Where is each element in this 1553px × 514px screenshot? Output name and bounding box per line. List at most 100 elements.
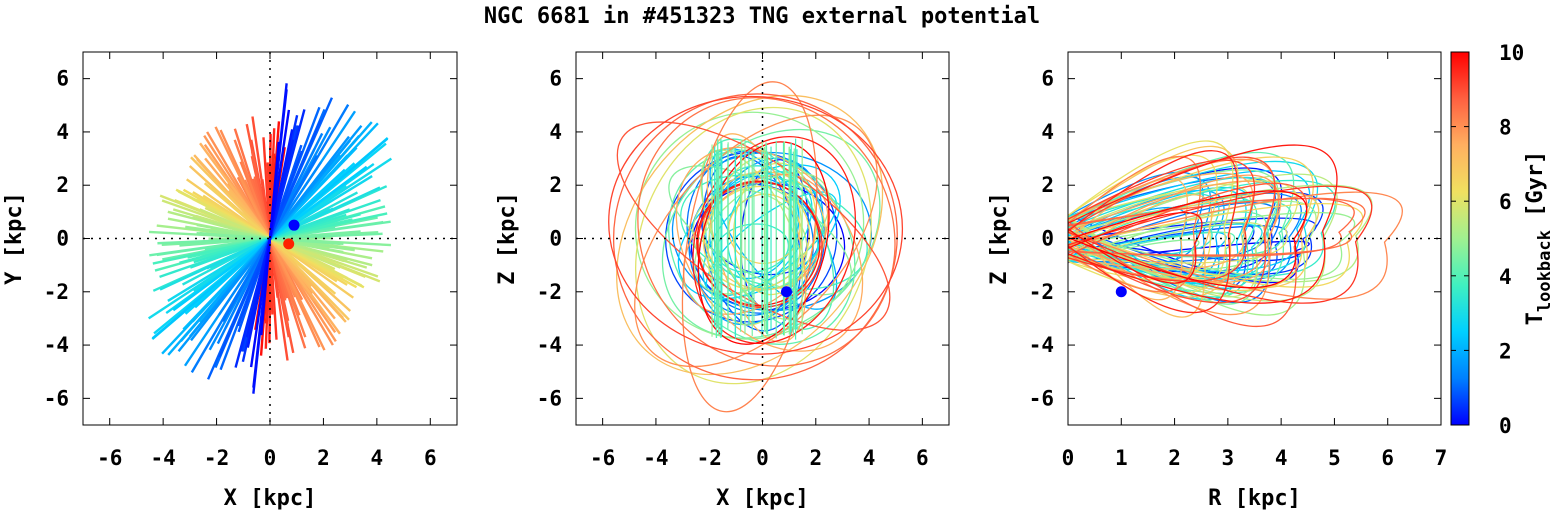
- colorbar-tick-label: 2: [1499, 339, 1512, 363]
- orbit-loop: [692, 135, 857, 345]
- colorbar-label-unit: [Gyr]: [1523, 151, 1548, 230]
- figure-title: NGC 6681 in #451323 TNG external potenti…: [484, 4, 1040, 29]
- orbit-tracks: [1068, 140, 1403, 328]
- x-axis-label: R [kpc]: [1208, 486, 1301, 511]
- orbit-loop: [1068, 200, 1317, 316]
- orbit-loop: [1068, 194, 1213, 318]
- x-tick-label: 4: [1275, 446, 1288, 470]
- x-tick-label: 7: [1435, 446, 1448, 470]
- orbit-loop: [668, 165, 852, 296]
- plot-area: [1068, 52, 1441, 425]
- x-tick-label: 0: [264, 446, 277, 470]
- start-position-marker: [283, 238, 295, 250]
- x-tick-label: -6: [97, 446, 122, 470]
- x-axis-label: X [kpc]: [224, 486, 317, 511]
- y-tick-label: -4: [537, 333, 562, 357]
- orbit-loop: [635, 106, 872, 385]
- x-tick-label: 6: [916, 446, 929, 470]
- colorbar: 0 2 4 6 8 10 Tlookback [Gyr]: [1450, 41, 1553, 438]
- orbit-loop: [637, 97, 896, 367]
- orbit-loop: [1068, 144, 1338, 304]
- y-tick-label: 6: [1041, 67, 1054, 91]
- x-tick-label: -6: [590, 446, 615, 470]
- orbit-loop: [612, 93, 898, 381]
- y-tick-label: -6: [537, 386, 562, 410]
- orbit-loop: [680, 174, 868, 291]
- y-tick-label: 2: [1041, 173, 1054, 197]
- y-tick-label: 2: [549, 173, 562, 197]
- orbit-loop: [1068, 190, 1308, 289]
- x-tick-label: 6: [1381, 446, 1394, 470]
- colorbar-label-main: T: [1523, 312, 1548, 325]
- y-tick-label: -2: [44, 280, 69, 304]
- colorbar-tick-label: 6: [1499, 190, 1512, 214]
- panel-x-z: -6 -4 -2 0 2 4 6 -6 -4 -2 0 2 4 6 X [kpc] Z [kpc]: [495, 51, 950, 511]
- colorbar-tick-label: 0: [1499, 414, 1512, 438]
- y-tick-label: 6: [56, 67, 69, 91]
- x-tick-label: 5: [1328, 446, 1341, 470]
- colorbar-gradient: [1450, 51, 1470, 426]
- orbit-loop: [1068, 182, 1308, 328]
- orbit-loop: [1068, 159, 1256, 282]
- x-tick-label: 0: [756, 446, 769, 470]
- orbit-loop: [728, 193, 801, 264]
- colorbar-label-sub: lookback: [1535, 230, 1553, 312]
- x-tick-label: -2: [697, 446, 722, 470]
- orbit-tracks: [147, 83, 393, 394]
- orbit-loop: [608, 95, 904, 355]
- y-tick-label: 0: [549, 227, 562, 251]
- y-tick-label: 4: [549, 120, 562, 144]
- x-tick-label: 4: [863, 446, 876, 470]
- orbit-loop: [1068, 173, 1338, 302]
- y-tick-label: 0: [1041, 227, 1054, 251]
- orbit-loop: [1068, 150, 1238, 314]
- orbit-loop: [1068, 156, 1314, 292]
- y-axis-label: Z [kpc]: [987, 192, 1012, 285]
- current-position-marker: [288, 219, 300, 231]
- orbit-loop: [1068, 185, 1373, 304]
- current-position-marker: [1115, 286, 1127, 298]
- x-tick-label: 2: [809, 446, 822, 470]
- orbit-loop: [616, 94, 884, 376]
- y-tick-label: 2: [56, 173, 69, 197]
- y-tick-label: -2: [1029, 280, 1054, 304]
- orbit-loop: [1068, 211, 1203, 284]
- colorbar-tick-label: 10: [1499, 41, 1524, 65]
- orbit-loop: [681, 81, 818, 413]
- y-tick-label: 0: [56, 227, 69, 251]
- x-tick-label: 2: [1168, 446, 1181, 470]
- orbit-loop: [1068, 197, 1355, 257]
- orbit-segment: [260, 141, 280, 336]
- y-axis-label: Z [kpc]: [495, 192, 520, 285]
- x-tick-label: 3: [1222, 446, 1235, 470]
- orbit-loop: [1068, 172, 1254, 270]
- orbit-loop: [1068, 216, 1200, 281]
- current-position-marker: [780, 286, 792, 298]
- x-tick-label: 0: [1062, 446, 1075, 470]
- x-tick-label: -4: [643, 446, 668, 470]
- x-axis-label: X [kpc]: [716, 486, 809, 511]
- orbit-loop: [675, 146, 864, 352]
- y-tick-label: 4: [56, 120, 69, 144]
- colorbar-tick-label: 8: [1499, 116, 1512, 140]
- x-tick-label: 2: [317, 446, 330, 470]
- colorbar-label: Tlookback [Gyr]: [1523, 151, 1553, 326]
- y-tick-label: -4: [44, 333, 69, 357]
- x-tick-label: 1: [1115, 446, 1128, 470]
- y-tick-label: -6: [44, 386, 69, 410]
- x-tick-label: -4: [150, 446, 175, 470]
- x-tick-label: 6: [424, 446, 437, 470]
- y-tick-label: -6: [1029, 386, 1054, 410]
- colorbar-tick-label: 4: [1499, 265, 1512, 289]
- panel-x-y: -6 -4 -2 0 2 4 6 -6 -4 -2 0 2 4 6 X [kpc] Y [kpc]: [2, 51, 458, 511]
- orbit-loop: [1068, 224, 1288, 278]
- orbit-loop: [702, 155, 802, 332]
- orbit-loop: [1068, 155, 1202, 293]
- orbit-loop: [688, 175, 814, 317]
- x-tick-label: -2: [204, 446, 229, 470]
- y-tick-label: 6: [549, 67, 562, 91]
- orbit-loop: [634, 114, 878, 368]
- panel-r-z: 0 1 2 3 4 5 6 7 -6 -4 -2 0 2 4 6 R [kpc] Z [kpc]: [987, 51, 1448, 511]
- x-tick-label: 4: [371, 446, 384, 470]
